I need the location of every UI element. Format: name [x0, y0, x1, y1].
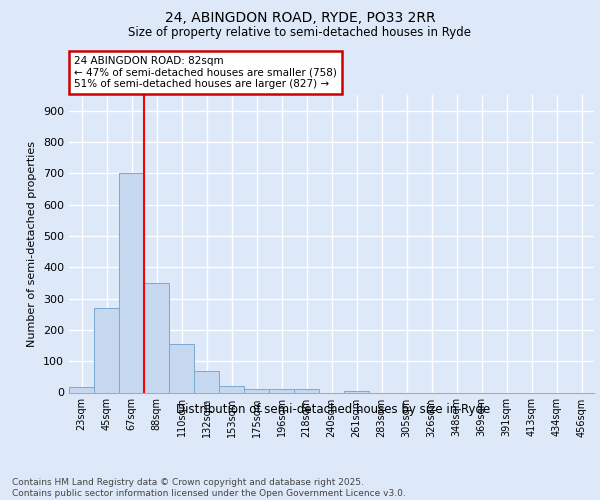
Text: 24 ABINGDON ROAD: 82sqm
← 47% of semi-detached houses are smaller (758)
51% of s: 24 ABINGDON ROAD: 82sqm ← 47% of semi-de…	[74, 56, 337, 89]
Bar	[269, 388, 294, 392]
Text: Size of property relative to semi-detached houses in Ryde: Size of property relative to semi-detach…	[128, 26, 472, 39]
Bar	[119, 174, 144, 392]
Bar	[69, 387, 94, 392]
Bar	[94, 308, 119, 392]
Bar	[294, 390, 319, 392]
Bar	[144, 283, 169, 393]
Text: Contains HM Land Registry data © Crown copyright and database right 2025.
Contai: Contains HM Land Registry data © Crown c…	[12, 478, 406, 498]
Bar	[244, 388, 269, 392]
Y-axis label: Number of semi-detached properties: Number of semi-detached properties	[28, 141, 37, 347]
Bar	[169, 344, 194, 393]
Bar	[194, 371, 219, 392]
Text: Distribution of semi-detached houses by size in Ryde: Distribution of semi-detached houses by …	[176, 402, 490, 415]
Bar	[344, 391, 369, 392]
Text: 24, ABINGDON ROAD, RYDE, PO33 2RR: 24, ABINGDON ROAD, RYDE, PO33 2RR	[164, 11, 436, 25]
Bar	[219, 386, 244, 392]
